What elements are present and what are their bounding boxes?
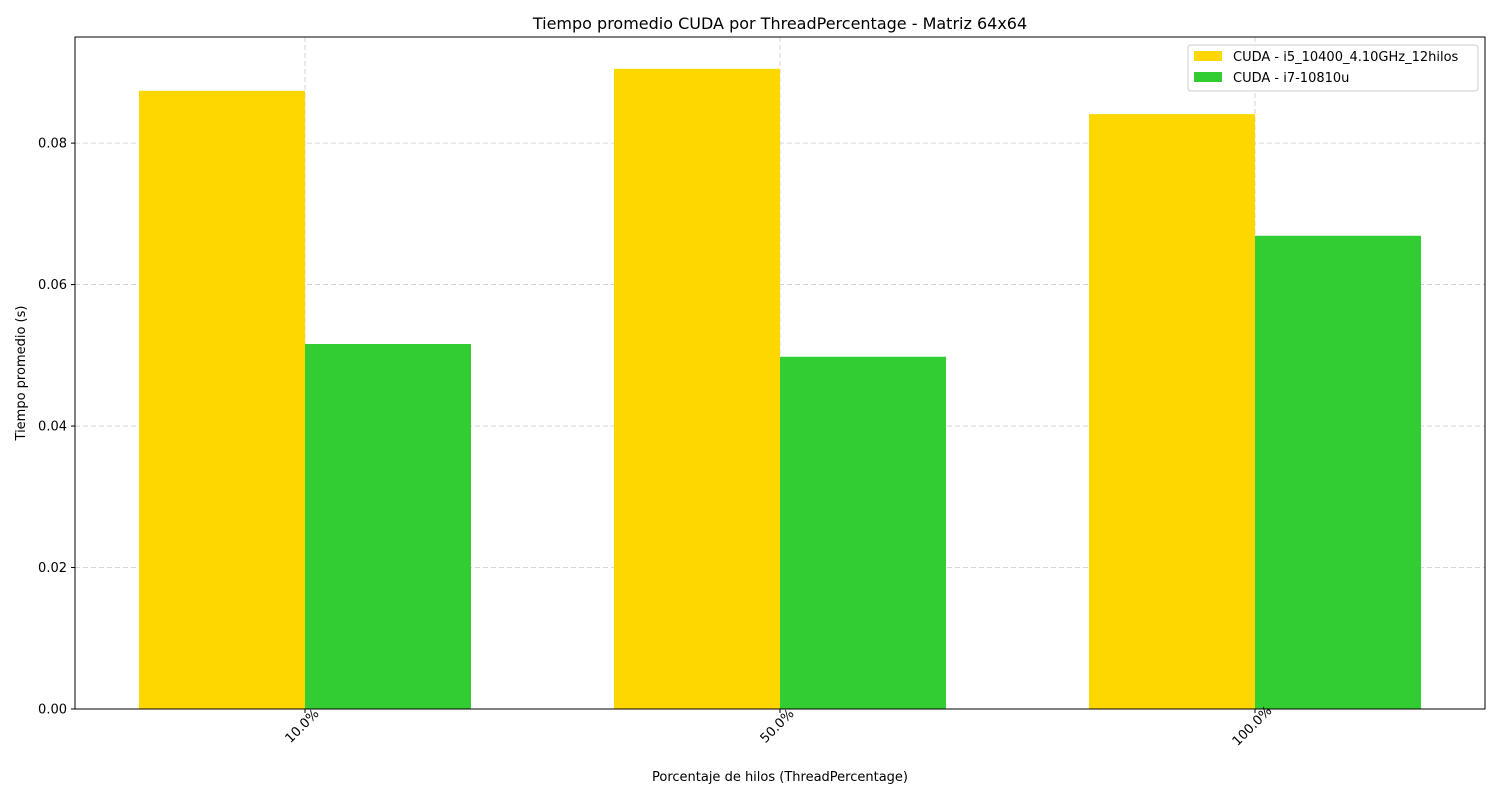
y-tick-label: 0.08 [38, 137, 67, 152]
legend-swatch [1194, 72, 1222, 82]
x-tick-label: 100.0% [1230, 704, 1276, 750]
x-axis-ticks: 10.0% 50.0% 100.0% [283, 704, 1276, 750]
legend-label: CUDA - i5_10400_4.10GHz_12hilos [1233, 50, 1459, 65]
bars [139, 68, 1421, 710]
x-tick-label: 10.0% [283, 707, 323, 747]
legend-box [1187, 44, 1479, 92]
y-axis-label: Tiempo promedio (s) [14, 306, 29, 442]
bar [1089, 114, 1255, 710]
y-axis-ticks: 0.00 0.02 0.04 0.06 0.08 [38, 137, 75, 718]
y-tick-label: 0.00 [38, 703, 67, 718]
legend-label: CUDA - i7-10810u [1233, 71, 1349, 86]
legend-swatch [1194, 51, 1222, 61]
bar [139, 90, 305, 709]
bar [780, 356, 946, 709]
bar [1255, 235, 1421, 710]
chart-title: Tiempo promedio CUDA por ThreadPercentag… [532, 14, 1027, 33]
y-tick-label: 0.04 [38, 420, 67, 435]
legend: CUDA - i5_10400_4.10GHz_12hilos CUDA - i7… [1187, 44, 1479, 92]
x-tick-label: 50.0% [758, 707, 798, 747]
x-axis-label: Porcentaje de hilos (ThreadPercentage) [652, 770, 908, 785]
bar [305, 343, 471, 709]
y-tick-label: 0.02 [38, 561, 67, 576]
bar [614, 68, 780, 709]
y-tick-label: 0.06 [38, 278, 67, 293]
